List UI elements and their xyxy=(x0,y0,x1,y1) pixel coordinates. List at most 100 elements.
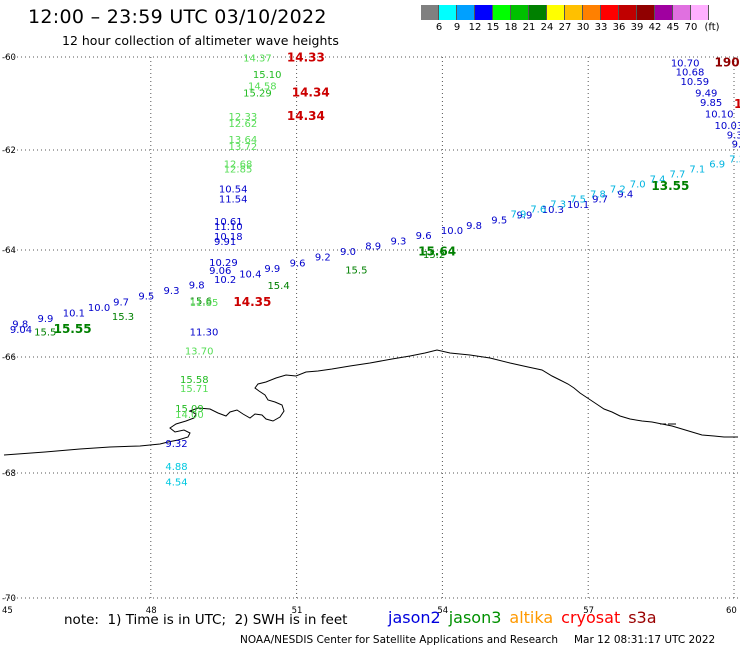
track-value: 7.3 xyxy=(729,155,740,166)
swh-value: 12.68 xyxy=(224,160,253,171)
satellite-jason2: jason2 xyxy=(388,608,441,627)
track-value: 9.6 xyxy=(416,231,432,242)
lat-label--68: -68 xyxy=(2,469,16,479)
track-value: 9.9 xyxy=(38,314,54,325)
lat-label--64: -64 xyxy=(2,246,16,256)
track-value: 10.0 xyxy=(441,226,463,237)
axis-labels: -60 -62 -64 -66 -68 -70 45 48 51 54 57 60 xyxy=(2,53,737,616)
scale-swatch-12 xyxy=(475,5,493,20)
track-value: 10.1 xyxy=(63,308,85,319)
scale-label-30: 30 xyxy=(576,22,590,33)
swh-value: 14.35 xyxy=(233,295,271,309)
swh-value: 14.33 xyxy=(287,51,325,65)
track-value: 7.2 xyxy=(610,185,626,196)
credit-text: NOAA/NESDIS Center for Satellite Applica… xyxy=(240,634,558,646)
swh-value: 15.58 xyxy=(180,375,209,386)
scale-label-6: 6 xyxy=(435,22,443,33)
track-value: 9.5 xyxy=(138,292,154,303)
track-value: 7.5 xyxy=(570,195,586,206)
footer-credit: NOAA/NESDIS Center for Satellite Applica… xyxy=(240,634,715,646)
footer-note: note: 1) Time is in UTC; 2) SWH is in fe… xyxy=(64,612,348,628)
swh-value: 9.04 xyxy=(10,325,32,336)
track-value: 8.9 xyxy=(365,242,381,253)
scale-swatch-45 xyxy=(673,5,691,20)
track-value: 7.3 xyxy=(550,200,566,211)
swh-value: 4.54 xyxy=(165,478,187,489)
swh-value: 10.68 xyxy=(676,68,705,79)
swh-value: 10.54 xyxy=(219,185,248,196)
cyan-track: 7.9 7.6 7.3 7.5 7.8 7.2 7.0 7.47.7 7.1 6.9 7.3 xyxy=(510,155,740,221)
swh-value: 10.59 xyxy=(681,77,710,88)
lat-label--60: -60 xyxy=(2,53,16,63)
swh-value: 9.30 xyxy=(727,130,740,141)
track-value: 10.1 xyxy=(567,200,589,211)
scale-label-15: 15 xyxy=(486,22,500,33)
scale-label-21: 21 xyxy=(522,22,536,33)
map-grid xyxy=(5,56,738,599)
track-value: 9.9 xyxy=(264,264,280,275)
track-value: 15.4 xyxy=(267,281,289,292)
swh-value: 11.30 xyxy=(190,328,219,339)
lat-label--70: -70 xyxy=(2,594,16,604)
lon-label-60: 60 xyxy=(726,606,737,616)
scale-label-12: 12 xyxy=(468,22,482,33)
scale-swatch-36 xyxy=(619,5,637,20)
swh-value: 13.70 xyxy=(185,346,214,357)
scale-label-36: 36 xyxy=(612,22,626,33)
scale-swatch-39 xyxy=(637,5,655,20)
satellite-tracks: 9.89.910.110.09.79.59.39.810.210.49.99.6… xyxy=(12,155,740,339)
page-subtitle: 12 hour collection of altimeter wave hei… xyxy=(62,33,339,48)
track-value: 9.7 xyxy=(113,297,129,308)
satellite-legend: jason2 jason3 altika cryosat s3a xyxy=(388,608,665,627)
track-value: 7.1 xyxy=(689,165,705,176)
color-scale-legend: 6 9 12 15 18 21 24 27 30 33 36 39 42 45 70 (ft) xyxy=(421,5,739,35)
scale-label-33: 33 xyxy=(594,22,608,33)
scale-swatch-9 xyxy=(457,5,475,20)
swh-value: 12.62 xyxy=(229,119,258,130)
jason3-track: 15.5 15.3 15.6 15.4 15.5 15.2 xyxy=(34,250,445,339)
scale-label-9: 9 xyxy=(453,22,461,33)
swh-value: 10.18 xyxy=(214,232,243,243)
scale-unit: (ft) xyxy=(704,22,720,33)
scale-swatch-21 xyxy=(529,5,547,20)
track-value: 9.3 xyxy=(390,236,406,247)
swh-value: 9.06 xyxy=(209,266,231,277)
scale-label-27: 27 xyxy=(558,22,572,33)
scale-label-42: 42 xyxy=(648,22,662,33)
swh-value: 9.85 xyxy=(700,98,722,109)
track-value: 10.2 xyxy=(214,275,236,286)
scale-swatch-30 xyxy=(583,5,601,20)
scale-swatch-6 xyxy=(439,5,457,20)
track-value: 9.8 xyxy=(12,320,28,331)
satellite-jason3: jason3 xyxy=(448,608,502,627)
track-value: 10.4 xyxy=(239,269,261,280)
swh-value: 9.49 xyxy=(695,89,717,100)
swh-value: 15.10 xyxy=(253,70,282,81)
swh-value: 14.34 xyxy=(287,109,325,123)
swh-value: 14.34 xyxy=(292,86,330,100)
track-value: 9.8 xyxy=(466,221,482,232)
track-value: 7.7 xyxy=(669,170,685,181)
track-value: 7.4 xyxy=(650,175,666,186)
swh-value: 11.54 xyxy=(219,195,248,206)
track-value: 6.9 xyxy=(709,160,725,171)
track-value: 9.6 xyxy=(290,258,306,269)
track-value: 9.8 xyxy=(189,281,205,292)
swh-value: 9.32 xyxy=(165,439,187,450)
track-value: 9.3 xyxy=(164,286,180,297)
scale-swatch-70 xyxy=(691,5,709,20)
track-value: 15.6 xyxy=(190,297,212,308)
lat-label--62: -62 xyxy=(2,146,16,156)
track-value: 9.5 xyxy=(491,216,507,227)
scale-swatch-33 xyxy=(601,5,619,20)
swh-value: 12.33 xyxy=(229,112,258,123)
lon-label-57: 57 xyxy=(583,606,594,616)
swh-value: 10.70 xyxy=(671,58,700,69)
swh-value: 10.61 xyxy=(214,217,243,228)
timestamp: Mar 12 08:31:17 UTC 2022 xyxy=(574,634,716,646)
satellite-s3a: s3a xyxy=(628,608,657,627)
track-value: 9.0 xyxy=(340,247,356,258)
swh-value: 11.85 xyxy=(190,298,219,309)
track-value: 7.8 xyxy=(590,190,606,201)
